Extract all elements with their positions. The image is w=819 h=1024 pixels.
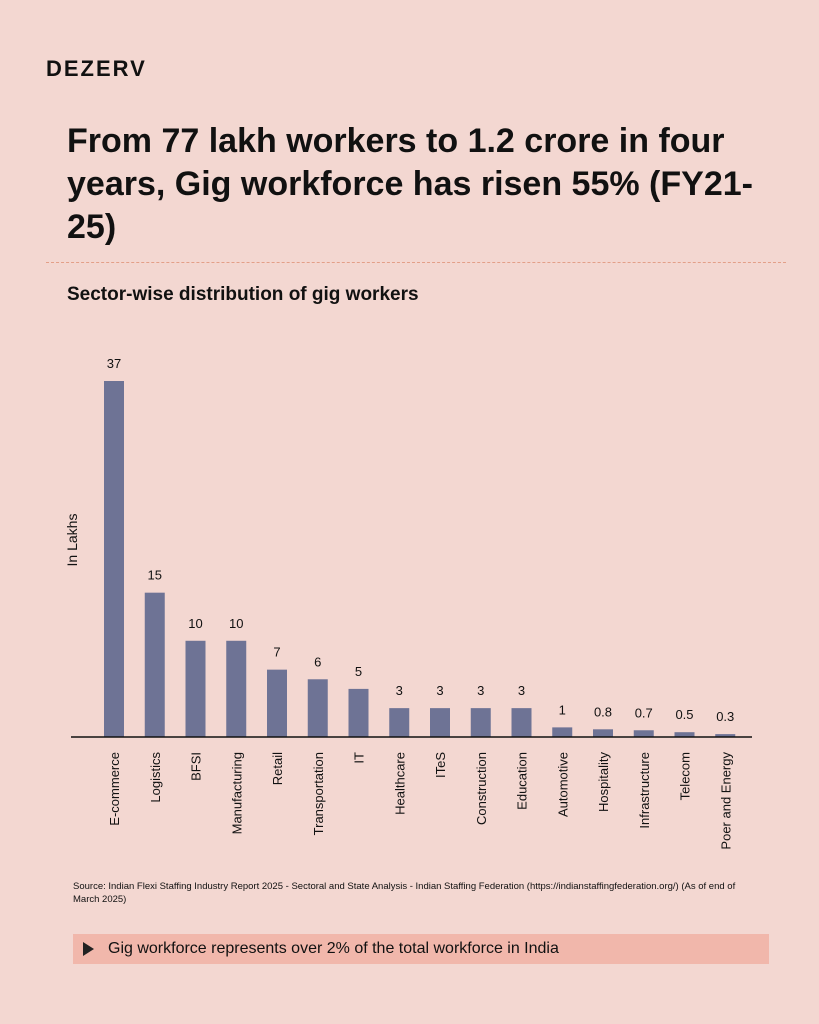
x-tick-label: E-commerce [107,752,122,826]
bar [267,669,287,737]
headline: From 77 lakh workers to 1.2 crore in fou… [67,122,753,246]
bar [430,708,450,737]
chart-title: Sector-wise distribution of gig workers [67,284,419,305]
x-tick-label: Infrastructure [637,752,652,829]
data-label: 5 [355,664,362,679]
bar [715,734,736,737]
bar [307,679,328,737]
data-label: 37 [107,356,121,371]
x-tick-label: BFSI [189,752,204,781]
data-label: 3 [396,683,403,698]
callout-banner: Gig workforce represents over 2% of the … [73,934,769,964]
bar [185,640,206,737]
callout-text: Gig workforce represents over 2% of the … [108,940,559,957]
bar [144,592,165,737]
data-label: 0.5 [675,707,693,722]
data-label: 10 [188,616,202,631]
bar [593,729,613,737]
data-label: 0.7 [635,705,653,720]
bar [511,708,532,737]
data-label: 7 [273,645,280,660]
x-tick-label: Healthcare [392,752,407,815]
data-label: 0.8 [594,704,612,719]
bar [104,381,124,737]
brand-logo: DEZERV [46,56,147,81]
source-note: Source: Indian Flexi Staffing Industry R… [73,881,736,905]
data-label: 1 [559,702,566,717]
x-tick-label: Manufacturing [229,752,244,834]
x-tick-label: Transportation [311,752,326,835]
data-label: 6 [314,654,321,669]
bar [226,640,247,737]
data-label: 10 [229,616,243,631]
x-tick-label: Logistics [148,752,163,803]
x-tick-label: Education [515,752,530,810]
play-triangle-icon [83,942,94,956]
data-label: 0.3 [716,709,734,724]
x-tick-label: Retail [270,752,285,785]
data-label: 3 [436,683,443,698]
bar [389,708,410,737]
bar [470,708,491,737]
divider [46,262,786,263]
bar [633,730,654,737]
x-tick-label: Automotive [555,752,570,817]
data-label: 3 [518,683,525,698]
x-tick-label: Construction [474,752,489,825]
x-tick-label: ITeS [433,752,448,778]
bar [348,688,369,737]
bar [674,732,695,737]
x-tick-label: Poer and Energy [718,752,733,850]
bar [552,727,573,737]
x-tick-label: Telecom [678,752,693,800]
x-tick-label: Hospitality [596,752,611,812]
data-label: 15 [148,568,162,583]
data-label: 3 [477,683,484,698]
x-tick-label: IT [352,752,367,764]
